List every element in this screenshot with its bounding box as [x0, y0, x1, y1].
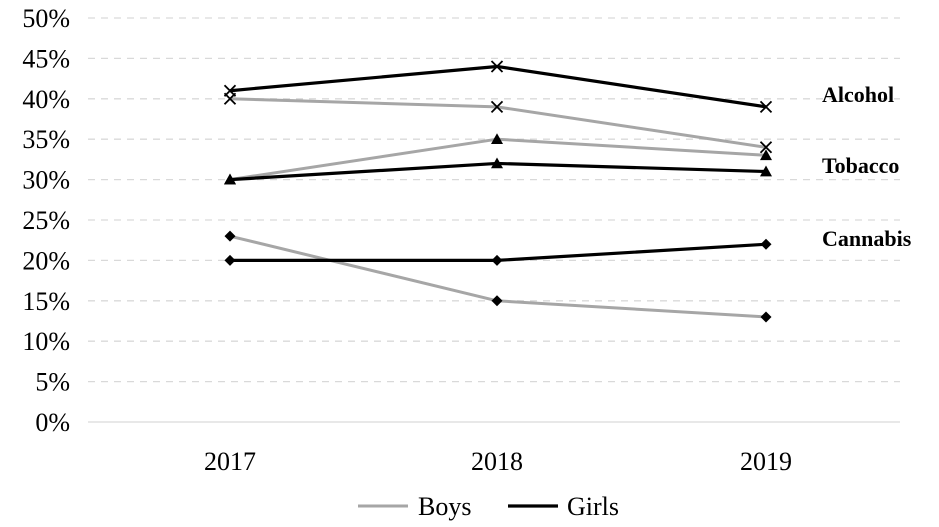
y-tick-label: 40% [22, 85, 70, 114]
data-point-tobacco-girls [760, 165, 772, 177]
data-point-tobacco-boys [491, 133, 503, 144]
y-tick-label: 15% [22, 287, 70, 316]
x-axis-ticks: 2017 2018 2019 [204, 447, 792, 476]
y-tick-label: 35% [22, 125, 70, 154]
legend: Boys Girls [358, 492, 619, 521]
y-tick-label: 25% [22, 206, 70, 235]
y-tick-label: 20% [22, 246, 70, 275]
data-point-alcohol-girls [759, 100, 773, 114]
y-tick-label: 10% [22, 327, 70, 356]
x-tick-label: 2019 [740, 447, 792, 476]
data-point-cannabis-boys [760, 311, 772, 323]
y-tick-label: 0% [35, 408, 70, 437]
data-point-cannabis-girls [224, 254, 236, 266]
data-point-alcohol-girls [223, 84, 237, 97]
legend-label-boys: Boys [418, 492, 471, 521]
data-point-cannabis-girls [760, 238, 772, 250]
data-point-alcohol-girls [490, 60, 504, 73]
data-point-alcohol-boys [490, 100, 504, 114]
x-tick-label: 2017 [204, 447, 256, 476]
data-point-tobacco-girls [224, 173, 236, 185]
y-tick-label: 50% [22, 4, 70, 33]
y-tick-label: 45% [22, 44, 70, 73]
data-point-alcohol-boys [759, 141, 773, 154]
y-tick-label: 30% [22, 166, 70, 195]
data-point-cannabis-boys [491, 295, 503, 307]
gridlines [88, 17, 900, 423]
series-markers [223, 60, 773, 323]
data-point-tobacco-girls [491, 157, 503, 169]
data-point-tobacco-boys [760, 149, 772, 161]
annotation-alcohol: Alcohol [822, 82, 894, 107]
annotation-cannabis: Cannabis [822, 226, 912, 251]
annotation-tobacco: Tobacco [822, 153, 899, 178]
series-lines [229, 64, 767, 319]
data-point-cannabis-girls [491, 254, 503, 266]
y-axis-ticks: 0% 5% 10% 15% 20% 25% 30% 35% 40% 45% 50% [22, 4, 70, 437]
data-point-cannabis-boys [224, 230, 236, 242]
legend-label-girls: Girls [567, 492, 619, 521]
y-tick-label: 5% [35, 368, 70, 397]
x-tick-label: 2018 [471, 447, 523, 476]
series-annotations: Alcohol Tobacco Cannabis [822, 82, 912, 251]
